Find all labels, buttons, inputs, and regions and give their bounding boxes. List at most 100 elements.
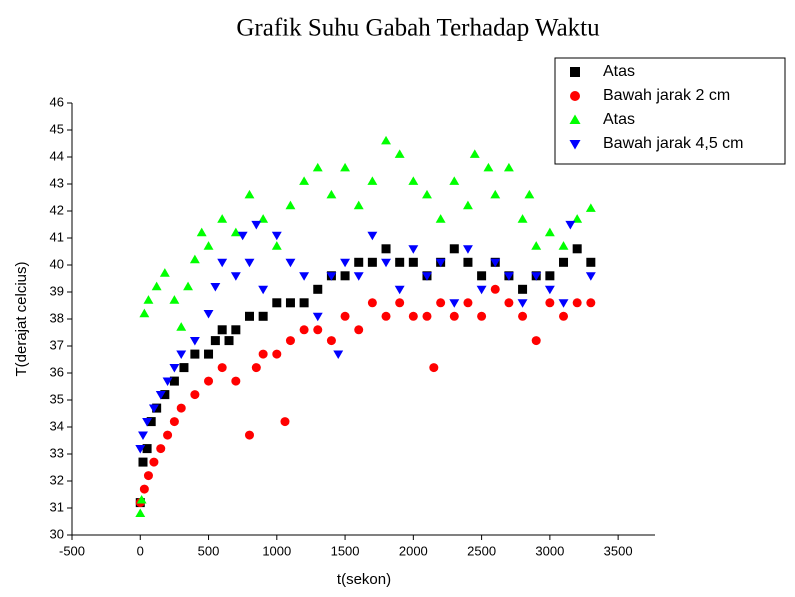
marker-triangle-down	[565, 220, 576, 230]
marker-triangle-up	[353, 200, 364, 210]
marker-triangle-down	[333, 350, 344, 360]
marker-triangle-up	[340, 162, 351, 172]
marker-triangle-up	[408, 176, 419, 185]
marker-triangle-down	[422, 272, 432, 281]
marker-square	[169, 376, 179, 386]
legend-box	[554, 57, 786, 165]
marker-triangle-up	[176, 322, 187, 331]
marker-circle	[231, 376, 241, 386]
marker-triangle-down	[326, 272, 337, 281]
marker-circle	[176, 403, 186, 413]
marker-triangle-down	[367, 231, 378, 241]
marker-triangle-down	[203, 310, 214, 319]
marker-triangle-down	[558, 299, 569, 308]
marker-triangle-up	[196, 227, 207, 237]
chart-title: Grafik Suhu Gabah Terhadap Waktu	[236, 15, 600, 42]
marker-square	[231, 325, 241, 335]
marker-triangle-up	[490, 189, 501, 199]
marker-circle	[381, 311, 391, 321]
marker-triangle-up	[189, 254, 200, 264]
marker-triangle-up	[244, 189, 255, 199]
marker-triangle-up	[449, 176, 460, 185]
y-tick-label: 31	[50, 499, 64, 514]
legend-label: Atas	[603, 111, 635, 128]
marker-circle	[545, 298, 555, 308]
marker-circle	[258, 349, 268, 359]
marker-triangle-down	[408, 245, 419, 254]
marker-circle	[326, 336, 336, 346]
marker-square	[224, 336, 234, 346]
marker-square	[138, 457, 148, 467]
marker-circle	[299, 325, 309, 335]
marker-square	[408, 257, 418, 267]
marker-triangle-up	[524, 189, 535, 199]
marker-square	[190, 349, 200, 359]
marker-triangle-down	[435, 258, 446, 268]
marker-triangle-up	[151, 281, 162, 291]
marker-circle	[251, 363, 261, 373]
marker-circle	[422, 311, 432, 321]
marker-square	[354, 257, 364, 267]
marker-triangle-up	[572, 214, 583, 223]
marker-triangle-up	[569, 114, 581, 124]
marker-circle	[139, 484, 149, 494]
marker-triangle-up	[558, 241, 569, 250]
marker-triangle-down	[142, 418, 153, 427]
legend-label: Atas	[603, 63, 635, 80]
marker-triangle-down	[169, 364, 180, 373]
marker-triangle-up	[143, 295, 154, 304]
marker-circle	[449, 311, 459, 321]
marker-triangle-down	[462, 245, 473, 254]
marker-triangle-up	[258, 214, 269, 223]
marker-triangle-down	[394, 285, 405, 295]
y-tick-label: 36	[50, 364, 64, 379]
marker-triangle-down	[476, 285, 487, 295]
marker-circle	[156, 444, 166, 454]
marker-triangle-down	[155, 391, 166, 400]
marker-circle	[169, 417, 179, 427]
marker-circle	[285, 336, 295, 346]
legend-label: Bawah jarak 4,5 cm	[603, 135, 744, 152]
marker-circle	[280, 417, 290, 427]
marker-circle	[463, 298, 473, 308]
marker-triangle-down	[230, 272, 241, 281]
marker-triangle-up	[531, 241, 542, 250]
marker-square	[217, 325, 227, 335]
y-tick-label: 33	[50, 445, 64, 460]
x-tick-label: 500	[198, 543, 220, 558]
marker-circle	[586, 298, 596, 308]
marker-triangle-up	[462, 200, 473, 210]
marker-square	[210, 336, 220, 346]
marker-triangle-up	[169, 295, 180, 304]
y-tick-label: 37	[50, 337, 64, 352]
marker-triangle-up	[217, 214, 228, 223]
x-tick-label: -500	[59, 543, 85, 558]
marker-triangle-up	[483, 162, 494, 172]
marker-triangle-down	[244, 258, 255, 268]
marker-square	[381, 244, 391, 254]
y-tick-label: 46	[50, 94, 64, 109]
marker-triangle-up	[394, 149, 405, 158]
marker-triangle-up	[230, 227, 241, 237]
marker-triangle-down	[148, 404, 159, 414]
x-axis-label: t(sekon)	[337, 571, 391, 588]
marker-square	[258, 311, 268, 321]
marker-triangle-down	[490, 258, 501, 268]
marker-triangle-up	[135, 508, 146, 517]
marker-triangle-down	[189, 337, 200, 346]
marker-triangle-up	[183, 281, 194, 291]
marker-square	[272, 298, 282, 308]
marker-triangle-up	[435, 214, 446, 223]
marker-square	[586, 257, 596, 267]
marker-square	[545, 271, 555, 281]
y-tick-label: 38	[50, 310, 64, 325]
marker-triangle-up	[585, 203, 596, 212]
marker-square	[559, 257, 569, 267]
marker-triangle-up	[139, 308, 150, 318]
marker-square	[572, 244, 582, 254]
marker-circle	[149, 457, 159, 467]
marker-circle	[244, 430, 254, 440]
marker-triangle-down	[138, 431, 148, 441]
marker-triangle-down	[251, 220, 262, 230]
